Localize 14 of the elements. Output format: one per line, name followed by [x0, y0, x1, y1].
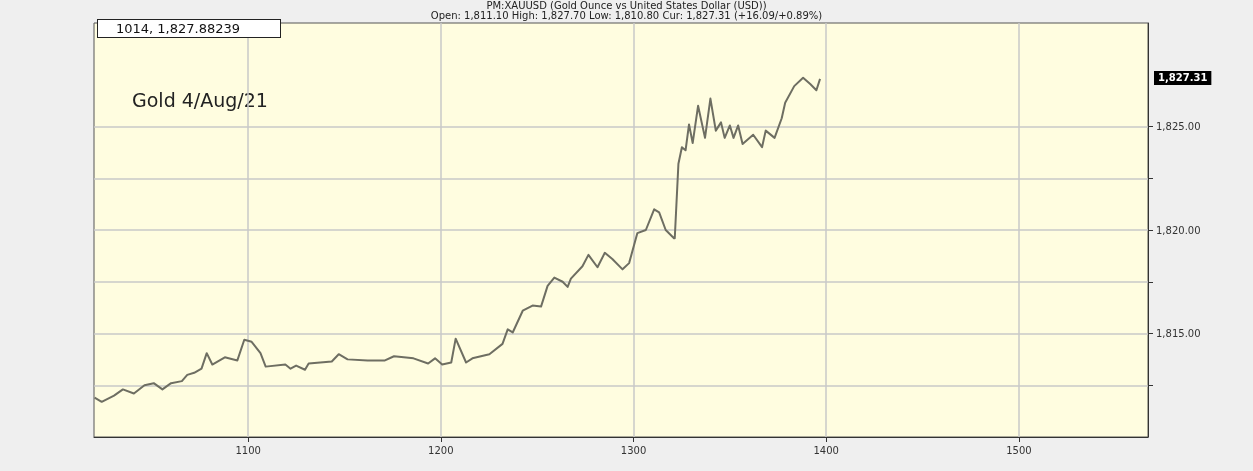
- y-tick-label: 1,820.00: [1156, 224, 1201, 236]
- line-series: [93, 76, 822, 403]
- x-tick-label: 1300: [620, 444, 647, 456]
- text: 1,827.31: [1158, 72, 1208, 84]
- y-tick-label: 1,825.00: [1156, 121, 1201, 132]
- x-tick-label: 1200: [428, 444, 454, 456]
- x-tick-label: 1100: [235, 444, 261, 456]
- x-tick-label: 1400: [813, 444, 839, 456]
- chart-subtitle: Open: 1,811.10 High: 1,827.70 Low: 1,810.80 Cur: 1,827.31 (+16.09/+0.89%): [430, 9, 823, 21]
- y-tick-label: 1,815.00: [1156, 328, 1201, 339]
- annotation: Gold 4/Aug/21: [132, 88, 268, 111]
- chart-title: PM:XAUUSD (Gold Ounce vs United States Dollar (USD)): [486, 0, 767, 11]
- readout-box: 1014, 1,827.88239: [97, 19, 282, 38]
- x-tick-label: 1500: [1006, 444, 1032, 456]
